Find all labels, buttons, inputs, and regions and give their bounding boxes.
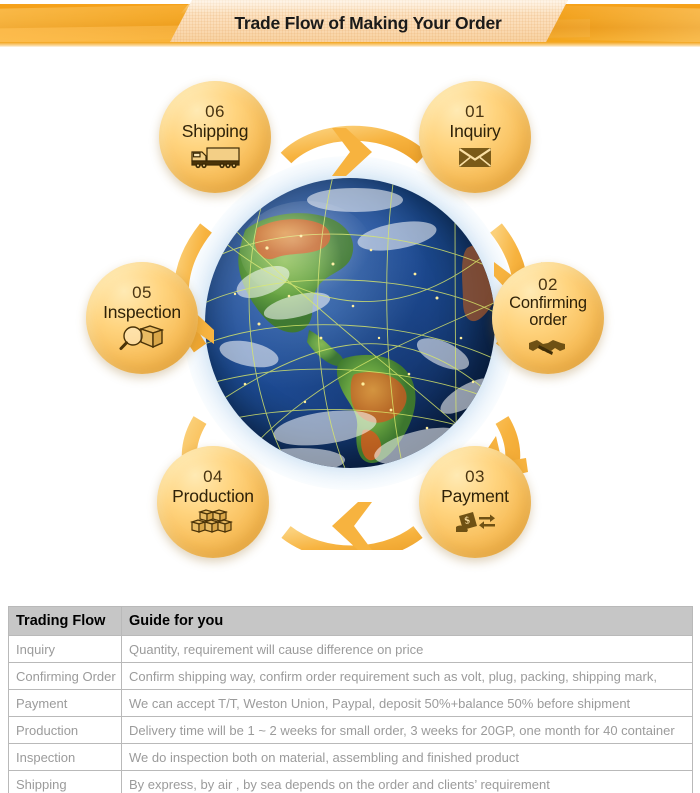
node-label: Inquiry [449,120,501,141]
table-body: Inquiry Quantity, requirement will cause… [8,635,693,793]
table-row: Confirming Order Confirm shipping way, c… [8,662,693,690]
table-row: Production Delivery time will be 1 ~ 2 w… [8,716,693,744]
banner-underline [0,42,700,47]
flow-node-01-inquiry[interactable]: 01 Inquiry [419,81,531,193]
cell-flow-name: Confirming Order [8,662,122,690]
money-hand-icon: $ [455,508,495,536]
table-header-row: Trading Flow Guide for you [8,606,693,636]
column-header-guide: Guide for you [121,606,693,636]
flow-node-05-inspection[interactable]: 05 Inspection [86,262,198,374]
cell-guide-text: Quantity, requirement will cause differe… [121,635,693,663]
cell-guide-text: We can accept T/T, Weston Union, Paypal,… [121,689,693,717]
table-row: Inquiry Quantity, requirement will cause… [8,635,693,663]
node-label: Inspection [103,301,181,322]
banner-plate-sheen [180,0,568,14]
flow-node-06-shipping[interactable]: 06 Shipping [159,81,271,193]
table-row: Shipping By express, by air , by sea dep… [8,770,693,793]
cell-guide-text: Confirm shipping way, confirm order requ… [121,662,693,690]
header-banner: Trade Flow of Making Your Order [0,0,700,46]
flow-node-04-production[interactable]: 04 Production [157,446,269,558]
trade-flow-diagram: 01 Inquiry 02 Confirming order [0,48,700,593]
globe-sphere [205,178,495,468]
node-label: Shipping [181,120,249,141]
cell-guide-text: By express, by air , by sea depends on t… [121,770,693,793]
table-row: Inspection We do inspection both on mate… [8,743,693,771]
magnifier-box-icon [119,324,165,352]
node-number: 02 [538,275,558,295]
envelope-icon [458,143,492,171]
node-label: Confirming order [509,293,587,329]
node-label: Payment [441,485,509,506]
node-label: Production [172,485,254,506]
cell-flow-name: Inspection [8,743,122,771]
table-row: Payment We can accept T/T, Weston Union,… [8,689,693,717]
node-number: 06 [205,102,225,122]
boxes-stack-icon [188,508,238,536]
truck-icon [189,143,241,171]
flow-node-03-payment[interactable]: 03 Payment $ [419,446,531,558]
globe-image [183,156,517,490]
cell-flow-name: Inquiry [8,635,122,663]
trading-flow-table-wrapper: Trading Flow Guide for you Inquiry Quant… [8,606,693,793]
cell-guide-text: Delivery time will be 1 ~ 2 weeks for sm… [121,716,693,744]
svg-text:$: $ [464,515,472,527]
node-number: 05 [132,283,152,303]
cell-guide-text: We do inspection both on material, assem… [121,743,693,771]
node-number: 04 [203,467,223,487]
node-number: 01 [465,102,485,122]
page-title: Trade Flow of Making Your Order [234,12,502,33]
cell-flow-name: Payment [8,689,122,717]
flow-node-02-confirming-order[interactable]: 02 Confirming order [492,262,604,374]
trading-flow-table: Trading Flow Guide for you Inquiry Quant… [8,606,693,793]
node-number: 03 [465,467,485,487]
cell-flow-name: Production [8,716,122,744]
globe-specular-highlight [239,201,374,300]
column-header-trading-flow: Trading Flow [8,606,122,636]
cell-flow-name: Shipping [8,770,122,793]
handshake-icon [527,332,569,360]
